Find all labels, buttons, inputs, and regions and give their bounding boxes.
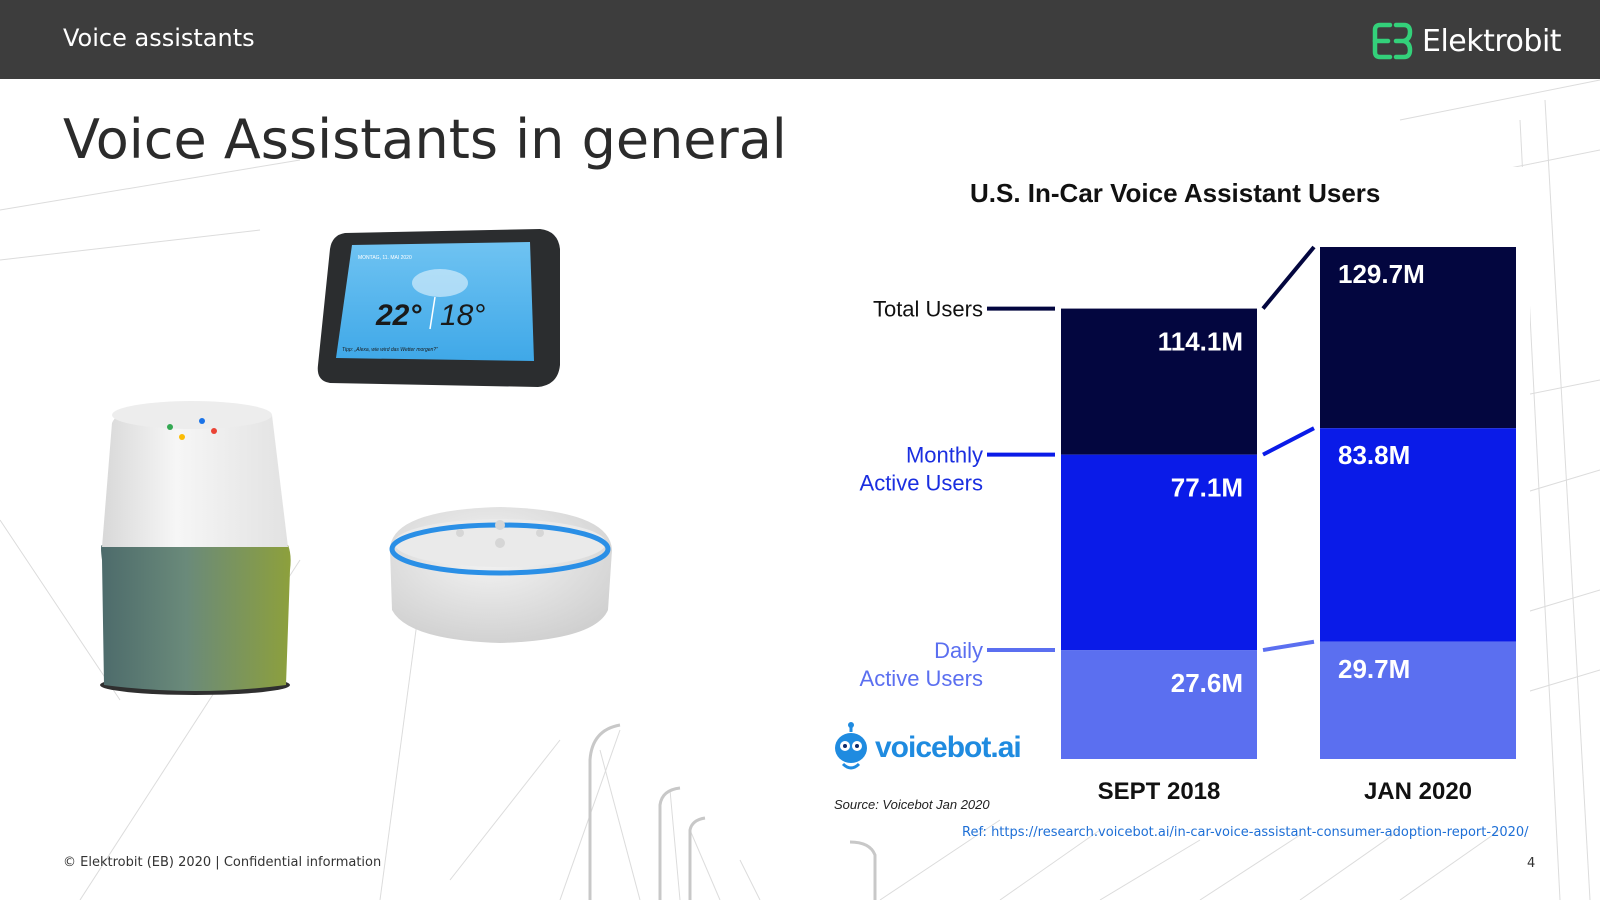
chart-panel: U.S. In-Car Voice Assistant Users 114.1M 7… [825, 167, 1530, 817]
chart-source: Source: Voicebot Jan 2020 [834, 797, 990, 812]
bar-total-1 [1320, 247, 1516, 429]
reference-link[interactable]: Ref: https://research.voicebot.ai/in-car… [962, 825, 1529, 840]
header-title: Voice assistants [63, 24, 255, 52]
x-tick-label-0: SEPT 2018 [1098, 778, 1221, 805]
legend-label-2-line2: Active Users [860, 666, 983, 691]
voicebot-logo: voicebot.ai [833, 722, 1022, 774]
legend-label-2-line1: Daily [934, 638, 983, 663]
bar-daily-1 [1320, 641, 1516, 759]
echo-show-device: MONTAG, 11. MAI 2020 22° 18° Tipp: „Alex… [317, 229, 560, 387]
legend-label-0-line1: Total Users [873, 297, 983, 322]
data-label-daily-0: 27.6M [1171, 668, 1243, 698]
bar-daily-0 [1061, 650, 1257, 759]
google-home-device [100, 401, 291, 695]
smart-speaker-illustration: MONTAG, 11. MAI 2020 22° 18° Tipp: „Alex… [100, 229, 612, 695]
echo-show-temp-low: 18° [440, 299, 485, 332]
footer-copyright: © Elektrobit (EB) 2020 | Confidential in… [63, 855, 382, 870]
connector-monthly [1262, 426, 1315, 457]
data-label-total-0: 114.1M [1158, 327, 1243, 357]
chart-title: U.S. In-Car Voice Assistant Users [970, 178, 1380, 208]
voice-assistant-users-chart: U.S. In-Car Voice Assistant Users 114.1M 7… [860, 178, 1516, 805]
echo-show-temp-high: 22° [375, 299, 422, 332]
echo-show-date: MONTAG, 11. MAI 2020 [358, 255, 412, 261]
eb-logo-icon [1372, 22, 1413, 60]
page-number: 4 [1527, 856, 1536, 871]
elektrobit-logo: Elektrobit [1372, 21, 1562, 61]
echo-show-hint: Tipp: „Alexa, wie wird das Wetter morgen… [342, 347, 438, 353]
voicebot-robot-icon [835, 722, 867, 770]
connector-total [1261, 245, 1316, 310]
bar-monthly-0 [1061, 454, 1257, 651]
data-label-total-1: 129.7M [1338, 259, 1425, 289]
data-label-monthly-1: 83.8M [1338, 440, 1410, 470]
echo-dot-device [389, 507, 612, 643]
bar-total-0 [1061, 308, 1257, 455]
header-bar: Voice assistants Elektrobit [0, 0, 1600, 79]
logo-text: Elektrobit [1422, 23, 1562, 59]
data-label-monthly-0: 77.1M [1171, 473, 1243, 503]
voicebot-brand-text: voicebot.ai [875, 731, 1022, 764]
data-label-daily-1: 29.7M [1338, 654, 1410, 684]
legend-label-1-line1: Monthly [906, 443, 983, 468]
x-tick-label-1: JAN 2020 [1364, 778, 1472, 805]
connector-daily [1262, 639, 1315, 653]
bar-monthly-1 [1320, 428, 1516, 642]
slide-title: Voice Assistants in general [63, 108, 787, 171]
legend-label-1-line2: Active Users [860, 471, 983, 496]
